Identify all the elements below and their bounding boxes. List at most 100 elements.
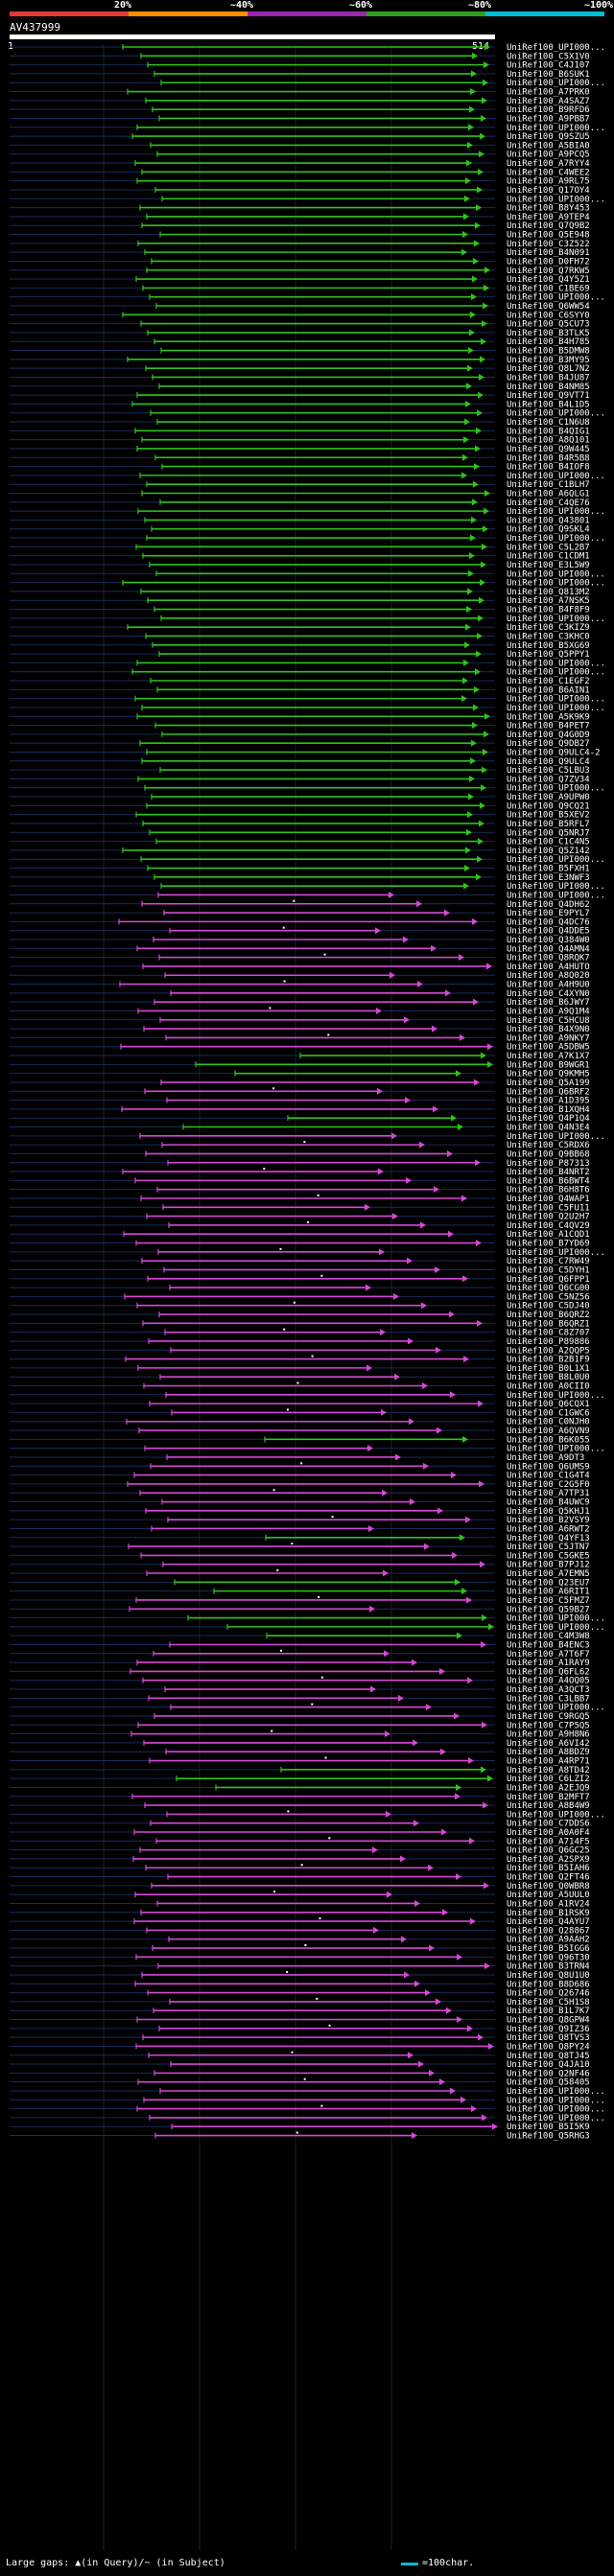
- hit-end-arrow: [436, 1346, 441, 1354]
- hit-label: UniRef100_C9RGQ5: [507, 1712, 590, 1722]
- hit-end-arrow: [366, 1364, 372, 1372]
- hit-end-arrow: [404, 1971, 410, 1979]
- gap-marker: [316, 1997, 319, 2000]
- hit-end-arrow: [392, 1213, 398, 1220]
- hit-end-arrow: [477, 855, 483, 863]
- hit-label: UniRef100_C4QV29: [507, 1221, 590, 1231]
- hit-end-arrow: [421, 1302, 427, 1310]
- hit-label: UniRef100_UPI000...: [507, 784, 605, 794]
- hit-label: UniRef100_UPI000...: [507, 1132, 605, 1142]
- hit-end-arrow: [482, 766, 487, 774]
- hit-end-arrow: [470, 534, 476, 542]
- hit-label: UniRef100_Q2FT46: [507, 1873, 590, 1883]
- hit-label: UniRef100_C1EGF2: [507, 677, 590, 686]
- hit-end-arrow: [470, 757, 476, 765]
- hit-label: UniRef100_UPI000...: [507, 668, 605, 678]
- hit-label: UniRef100_C1BE69: [507, 284, 590, 293]
- hit-end-arrow: [482, 1614, 487, 1622]
- hit-label: UniRef100_Q26746: [507, 1989, 590, 1999]
- gap-marker: [324, 1756, 327, 1759]
- hit-end-arrow: [484, 61, 489, 69]
- gap-marker: [331, 1516, 334, 1519]
- gap-marker: [293, 899, 295, 902]
- hit-end-arrow: [470, 88, 476, 96]
- hit-label: UniRef100_C5NZ56: [507, 1292, 590, 1302]
- hit-label: UniRef100_Q4DC76: [507, 917, 590, 927]
- hit-end-arrow: [454, 1712, 460, 1720]
- hit-label: UniRef100_B3TRN4: [507, 1962, 590, 1972]
- hit-label: UniRef100_UPI000...: [507, 293, 605, 303]
- hit-label: UniRef100_B1XQH4: [507, 1105, 590, 1115]
- hit-end-arrow: [461, 248, 467, 256]
- hit-end-arrow: [372, 1846, 378, 1854]
- hit-label: UniRef100_A714F5: [507, 1837, 590, 1846]
- hit-end-arrow: [367, 1445, 373, 1452]
- hit-label: UniRef100_B4ENC3: [507, 1640, 590, 1650]
- hit-end-arrow: [466, 383, 472, 390]
- hit-label: UniRef100_Q7Q9B2: [507, 221, 590, 231]
- scale-legend: =100char.: [422, 2558, 475, 2568]
- hit-label: UniRef100_B9WGR1: [507, 1060, 590, 1070]
- hit-label: UniRef100_B1L7K7: [507, 2007, 590, 2016]
- hit-label: UniRef100_B5XEV2: [507, 811, 590, 821]
- hit-end-arrow: [365, 1203, 370, 1211]
- hit-label: UniRef100_UPI000...: [507, 195, 605, 204]
- hit-label: UniRef100_Q59B27: [507, 1605, 590, 1614]
- hit-end-arrow: [410, 1498, 415, 1506]
- hit-label: UniRef100_UPI000...: [507, 579, 605, 589]
- hit-end-arrow: [464, 865, 470, 872]
- hit-end-arrow: [383, 1569, 389, 1577]
- gap-marker: [272, 1489, 275, 1492]
- gap-marker: [320, 2104, 323, 2107]
- hit-end-arrow: [437, 1507, 443, 1515]
- gap-marker: [276, 1569, 279, 1572]
- hit-end-arrow: [456, 1070, 461, 1078]
- hit-label: UniRef100_UPI000...: [507, 695, 605, 705]
- hit-label: UniRef100_Q6WW54: [507, 302, 590, 312]
- hit-end-arrow: [460, 1033, 465, 1041]
- hit-end-arrow: [482, 320, 487, 328]
- hit-label: UniRef100_Q5PPY1: [507, 650, 590, 660]
- hit-end-arrow: [366, 1284, 371, 1291]
- hit-end-arrow: [487, 1043, 493, 1051]
- hit-label: UniRef100_Q17OY4: [507, 186, 590, 196]
- hit-label: UniRef100_C6LZI2: [507, 1775, 590, 1784]
- hit-label: UniRef100_Q4DH62: [507, 900, 590, 910]
- hit-label: UniRef100_B6JWY7: [507, 998, 590, 1008]
- hit-label: UniRef100_A9NKY7: [507, 1033, 590, 1043]
- hit-label: UniRef100_A9DT3: [507, 1453, 584, 1463]
- gap-marker: [320, 1676, 323, 1679]
- scale-label: 20%: [113, 0, 132, 11]
- hit-end-arrow: [472, 52, 478, 59]
- gap-marker: [295, 2131, 298, 2134]
- hit-label: UniRef100_UPI000...: [507, 659, 605, 668]
- hit-end-arrow: [433, 1105, 438, 1113]
- hit-label: UniRef100_A4HUTO: [507, 963, 590, 972]
- hit-end-arrow: [472, 275, 478, 283]
- hit-end-arrow: [414, 1980, 420, 1987]
- hit-end-arrow: [475, 221, 481, 229]
- scale-label: ~80%: [467, 0, 492, 11]
- hit-end-arrow: [461, 695, 467, 703]
- hit-end-arrow: [482, 97, 487, 104]
- gap-marker: [286, 1970, 289, 1973]
- hit-end-arrow: [409, 1418, 414, 1426]
- hit-end-arrow: [464, 641, 470, 649]
- hit-end-arrow: [477, 186, 483, 194]
- hit-label: UniRef100_Q6CQX1: [507, 1400, 590, 1409]
- hit-label: UniRef100_C5FU11: [507, 1203, 590, 1213]
- hit-end-arrow: [463, 213, 469, 220]
- gap-marker: [318, 1595, 320, 1598]
- hit-end-arrow: [398, 1694, 404, 1702]
- hit-label: UniRef100_UPI000...: [507, 534, 605, 544]
- hit-label: UniRef100_Q9IZ36: [507, 2025, 590, 2034]
- hit-label: UniRef100_Q9ULC4: [507, 757, 590, 767]
- hit-end-arrow: [476, 873, 482, 881]
- hit-label: UniRef100_Q9VT71: [507, 391, 590, 401]
- hit-end-arrow: [462, 453, 468, 461]
- hit-label: UniRef100_C0NJH0: [507, 1418, 590, 1427]
- hit-end-arrow: [477, 632, 483, 639]
- hit-label: UniRef100_UPI000...: [507, 2087, 605, 2097]
- hit-end-arrow: [479, 373, 484, 381]
- hit-end-arrow: [474, 240, 480, 247]
